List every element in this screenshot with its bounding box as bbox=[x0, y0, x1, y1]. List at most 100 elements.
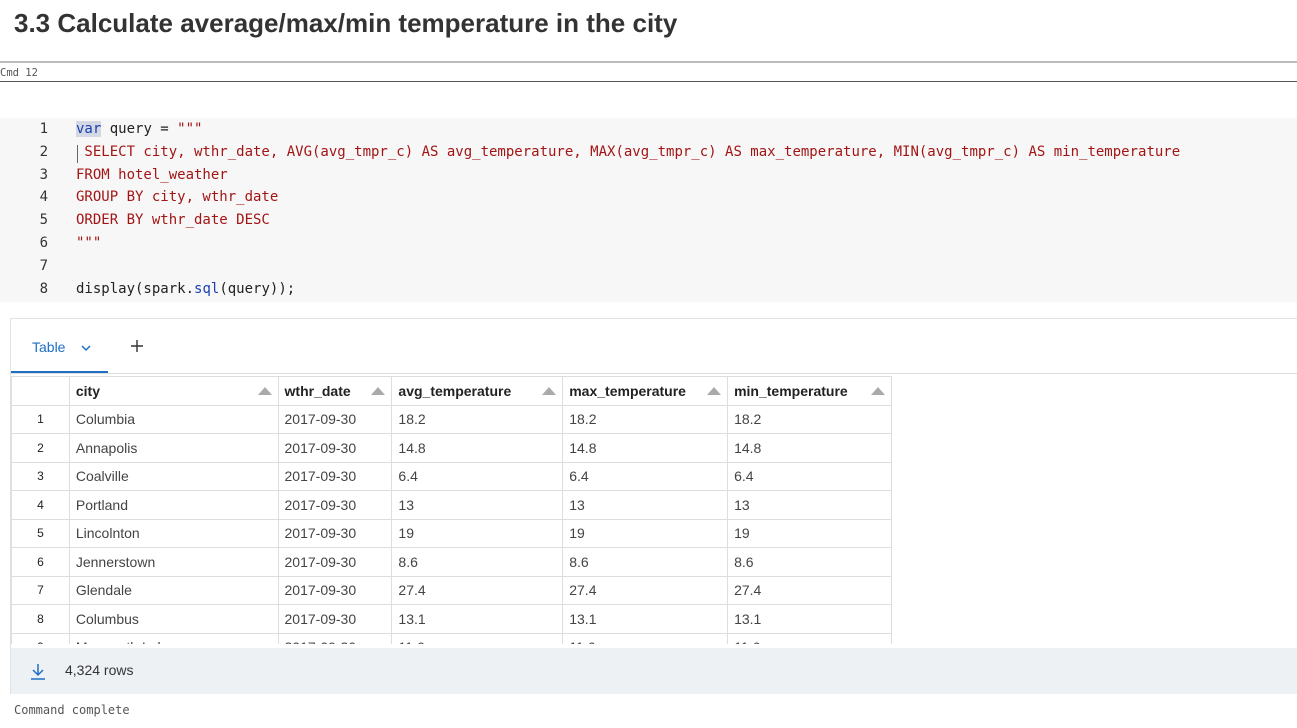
dropdown-icon[interactable] bbox=[81, 344, 91, 352]
table-cell: 2017-09-30 bbox=[277, 404, 393, 434]
table-row: 9Mammoth Lakes2017-09-3011.611.611.6 bbox=[11, 632, 892, 644]
row-index: 3 bbox=[11, 461, 70, 491]
code-token: display(spark. bbox=[76, 280, 195, 297]
table-row: 5 Lincolnton 2017-09-30 19 19 19 bbox=[11, 518, 892, 548]
separator bbox=[0, 61, 1297, 63]
separator bbox=[0, 81, 1297, 82]
row-index: 2 bbox=[11, 433, 70, 463]
table-cell: 8.6 bbox=[391, 547, 564, 577]
text-cursor bbox=[77, 145, 78, 163]
table-viewport: city wthr_date avg_temperature max_temperat… bbox=[11, 376, 892, 644]
code-token: SELECT city, wthr_date, AVG(avg_tmpr_c) … bbox=[76, 143, 1181, 160]
column-name: avg_temperature bbox=[398, 382, 512, 399]
table-footer: 4,324 rows bbox=[11, 648, 1297, 694]
table-cell: 2017-09-30 bbox=[277, 547, 393, 577]
table-cell: Columbus bbox=[68, 604, 279, 634]
table-row: 6 Jennerstown 2017-09-30 8.6 8.6 8.6 bbox=[11, 547, 892, 577]
download-icon[interactable] bbox=[30, 663, 46, 680]
line-number: 8 bbox=[39, 280, 48, 297]
table-cell: 13 bbox=[562, 490, 729, 520]
table-cell: 19 bbox=[727, 518, 892, 548]
line-number: 4 bbox=[39, 189, 48, 206]
column-header[interactable]: avg_temperature bbox=[391, 376, 564, 406]
row-index: 7 bbox=[11, 575, 70, 605]
table-cell: Coalville bbox=[68, 461, 279, 491]
sort-icon[interactable] bbox=[371, 387, 386, 395]
sort-icon[interactable] bbox=[871, 387, 885, 395]
code-token: ORDER BY wthr_date DESC bbox=[76, 212, 270, 229]
column-name: wthr_date bbox=[284, 382, 351, 399]
table-cell: 19 bbox=[562, 518, 729, 548]
code-token: """ bbox=[177, 121, 203, 137]
table-cell: Jennerstown bbox=[68, 547, 279, 577]
column-header[interactable]: min_temperature bbox=[727, 376, 892, 406]
row-index: 1 bbox=[11, 404, 70, 434]
line-number: 5 bbox=[39, 212, 48, 229]
tab-label: Table bbox=[32, 339, 66, 355]
command-status: Command complete bbox=[14, 703, 130, 717]
line-number: 7 bbox=[39, 257, 48, 274]
table-cell: Mammoth Lakes bbox=[68, 632, 279, 644]
sort-icon[interactable] bbox=[257, 387, 272, 395]
line-number: 1 bbox=[39, 121, 48, 137]
table-cell: 13.1 bbox=[391, 604, 564, 634]
table-cell: Annapolis bbox=[68, 433, 279, 463]
table-row: 4 Portland 2017-09-30 13 13 13 bbox=[11, 490, 892, 520]
code-editor[interactable]: 1 var query = """ 2 SELECT city, wthr_date… bbox=[0, 118, 1297, 302]
result-panel: Table city wthr_date avg_temperature max_te… bbox=[10, 318, 1297, 694]
table-cell: 2017-09-30 bbox=[277, 461, 393, 491]
table-cell: 2017-09-30 bbox=[277, 433, 393, 463]
table-cell: 18.2 bbox=[727, 404, 892, 434]
table-tab[interactable]: Table bbox=[32, 339, 91, 355]
table-cell: 2017-09-30 bbox=[277, 518, 393, 548]
table-cell: 11.6 bbox=[391, 632, 564, 644]
table-cell: Portland bbox=[68, 490, 279, 520]
table-cell: Glendale bbox=[68, 575, 279, 605]
index-header bbox=[11, 376, 70, 406]
code-line: GROUP BY city, wthr_date bbox=[76, 189, 278, 205]
separator bbox=[11, 373, 1297, 374]
row-index: 5 bbox=[11, 518, 70, 548]
code-token: var bbox=[76, 121, 102, 137]
table-cell: 18.2 bbox=[562, 404, 729, 434]
table-row: 7 Glendale 2017-09-30 27.4 27.4 27.4 bbox=[11, 575, 892, 605]
column-header[interactable]: city bbox=[68, 376, 279, 406]
sort-icon[interactable] bbox=[542, 387, 557, 395]
row-index: 6 bbox=[11, 547, 70, 577]
table-cell: 11.6 bbox=[727, 632, 892, 644]
column-name: max_temperature bbox=[569, 382, 686, 399]
row-count: 4,324 rows bbox=[65, 662, 134, 678]
sort-icon[interactable] bbox=[707, 387, 722, 395]
column-header[interactable]: wthr_date bbox=[277, 376, 393, 406]
table-cell: 14.8 bbox=[727, 433, 892, 463]
table-cell: Columbia bbox=[68, 404, 279, 434]
code-line: FROM hotel_weather bbox=[76, 167, 228, 183]
result-table: city wthr_date avg_temperature max_temperat… bbox=[11, 376, 892, 644]
table-cell: 2017-09-30 bbox=[277, 632, 393, 644]
code-line: ORDER BY wthr_date DESC bbox=[76, 212, 270, 228]
row-index: 9 bbox=[11, 632, 70, 644]
table-row: 3 Coalville 2017-09-30 6.4 6.4 6.4 bbox=[11, 461, 892, 491]
code-line: """ bbox=[76, 235, 101, 251]
column-name: min_temperature bbox=[734, 382, 848, 399]
table-cell: 18.2 bbox=[391, 404, 564, 434]
code-line: SELECT city, wthr_date, AVG(avg_tmpr_c) … bbox=[76, 144, 1180, 160]
code-line: display(spark.sql(query)); bbox=[76, 281, 295, 297]
table-row: 1 Columbia 2017-09-30 18.2 18.2 18.2 bbox=[11, 404, 892, 434]
table-cell: 8.6 bbox=[562, 547, 729, 577]
table-cell: 2017-09-30 bbox=[277, 604, 393, 634]
column-header[interactable]: max_temperature bbox=[562, 376, 729, 406]
row-index: 4 bbox=[11, 490, 70, 520]
code-token: """ bbox=[76, 235, 102, 251]
table-cell: 2017-09-30 bbox=[277, 490, 393, 520]
table-cell: 27.4 bbox=[727, 575, 892, 605]
code-token: sql bbox=[194, 280, 220, 297]
table-cell: 13.1 bbox=[727, 604, 892, 634]
line-number: 3 bbox=[39, 166, 48, 183]
command-label: Cmd 12 bbox=[0, 67, 38, 79]
tab-underline bbox=[11, 371, 108, 373]
add-tab-button[interactable] bbox=[130, 339, 144, 353]
line-number: 2 bbox=[39, 143, 48, 160]
table-cell: 11.6 bbox=[562, 632, 729, 644]
